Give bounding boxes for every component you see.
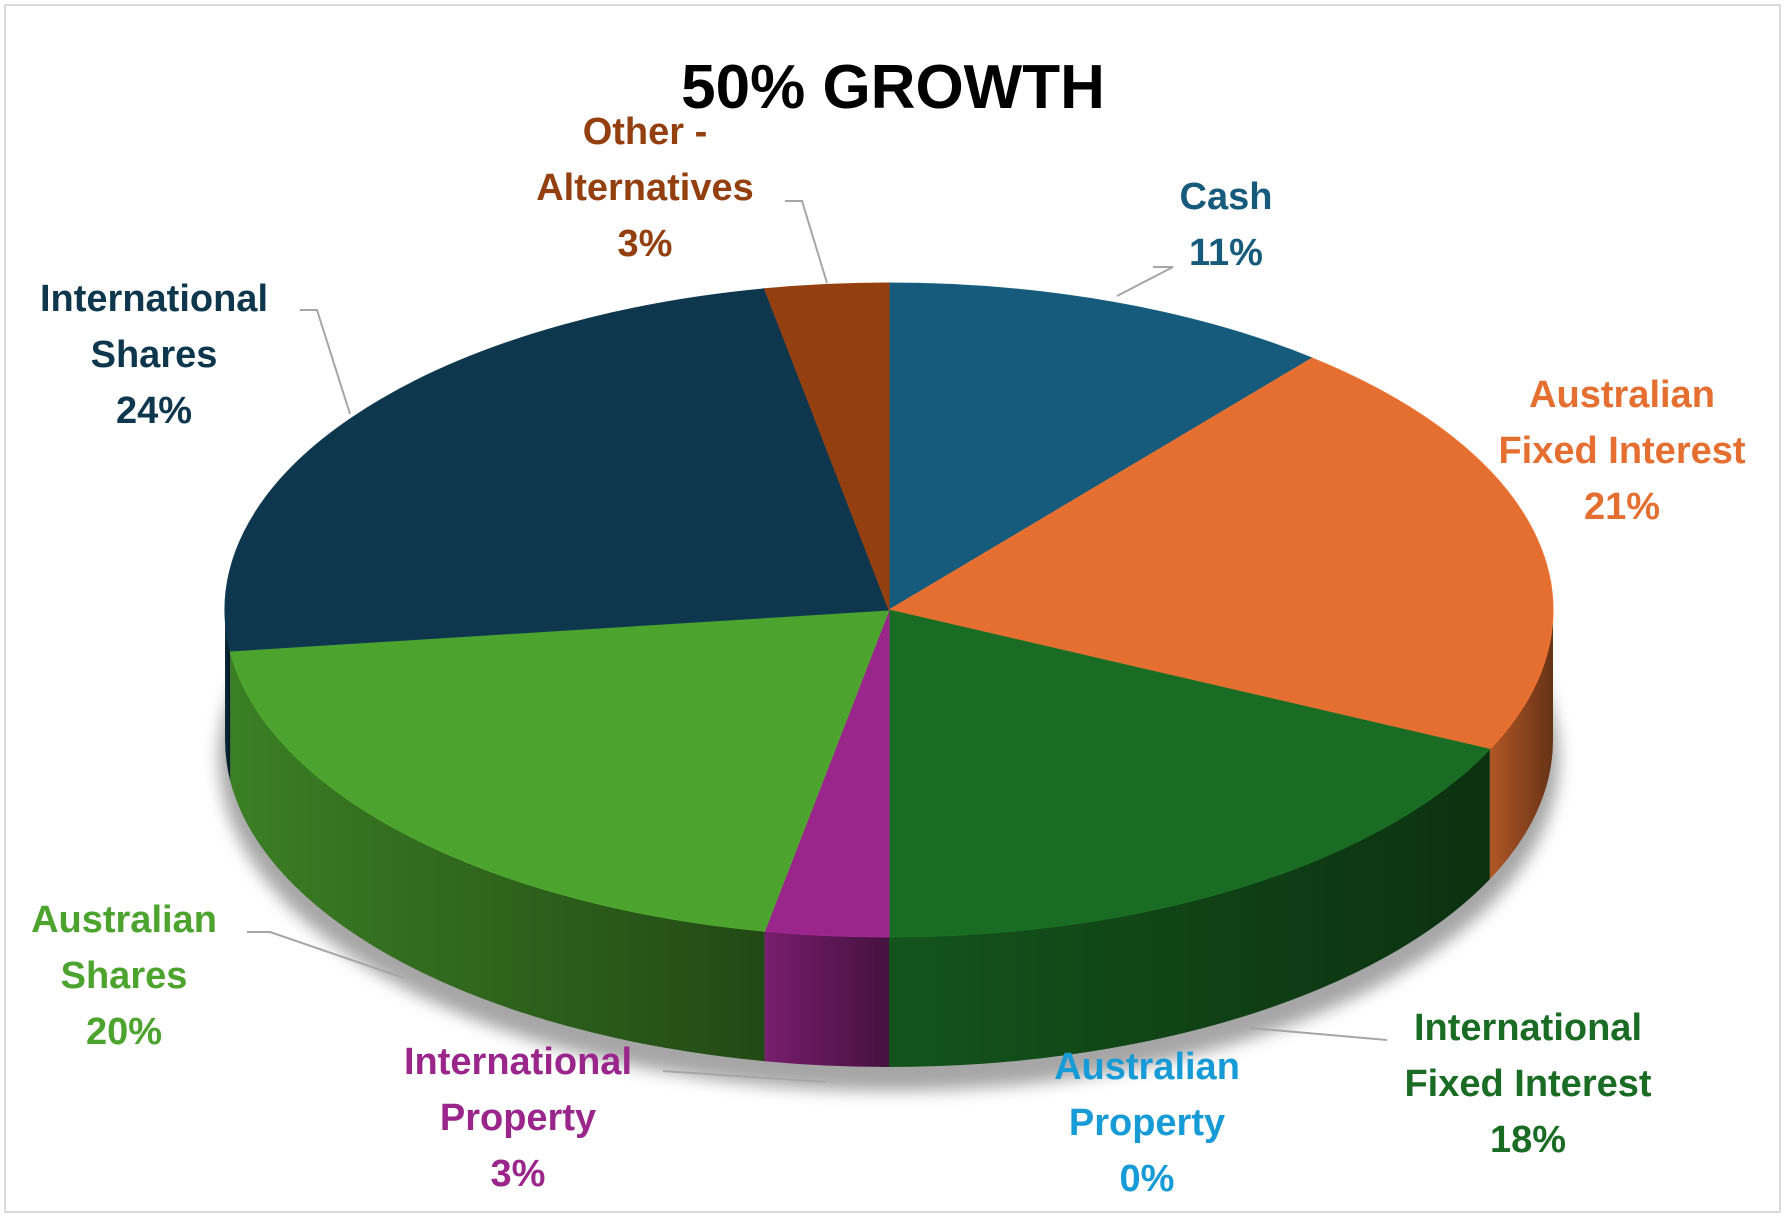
pie-slice-international-shares [224, 288, 890, 652]
data-label-value: 0% [1120, 1158, 1175, 1200]
chart-title: 50% GROWTH [681, 53, 1105, 122]
data-label-name: Shares [91, 334, 218, 376]
data-label-value: 18% [1490, 1119, 1566, 1161]
pie-slice-australian-fixed-interest [887, 357, 1554, 750]
data-label-name: International [1414, 1007, 1642, 1049]
leader-line-international-property [662, 1070, 827, 1083]
data-label-name: Alternatives [536, 167, 754, 209]
data-label-other-alternatives: Other - Alternatives 3% [536, 111, 754, 265]
data-label-australian-property: Australian Property 0% [1054, 1046, 1240, 1200]
data-label-value: 24% [116, 390, 192, 432]
data-label-name: Australian [31, 899, 217, 941]
data-label-international-shares: International Shares 24% [40, 278, 268, 432]
pie-side-australian-fixed-interest [1489, 610, 1553, 880]
data-label-name: Shares [61, 955, 188, 997]
pie-sides [225, 610, 1553, 1068]
data-label-name: Cash [1180, 176, 1273, 218]
data-label-name: Property [1069, 1102, 1225, 1144]
data-label-name: Australian [1054, 1046, 1240, 1088]
data-label-name: International [404, 1041, 632, 1083]
data-label-name: Other - [583, 111, 708, 153]
pie-slice-cash [888, 282, 1314, 611]
pie-side-international-shares [225, 610, 231, 781]
data-label-name: Fixed Interest [1498, 430, 1745, 472]
data-label-value: 20% [86, 1011, 162, 1053]
data-label-name: International [40, 278, 268, 320]
pie-slices [224, 282, 1554, 938]
leader-line-international-fixed-interest [1249, 1027, 1388, 1041]
data-label-name: Property [440, 1097, 596, 1139]
data-labels: Cash 11% Australian Fixed Interest 21% Intern… [31, 111, 1746, 1200]
leader-line-cash [1116, 266, 1174, 297]
data-label-value: 3% [491, 1153, 546, 1195]
pie-slice-international-fixed-interest [888, 609, 1491, 938]
data-label-australian-shares: Australian Shares 20% [31, 899, 217, 1053]
data-label-name: Australian [1529, 374, 1715, 416]
data-label-international-fixed-interest: International Fixed Interest 18% [1404, 1007, 1651, 1161]
data-label-international-property: International Property 3% [404, 1041, 632, 1195]
data-label-cash: Cash 11% [1180, 176, 1273, 274]
pie-side-international-property [764, 931, 889, 1067]
data-label-name: Fixed Interest [1404, 1063, 1651, 1105]
data-label-australian-fixed-interest: Australian Fixed Interest 21% [1498, 374, 1745, 528]
pie-slice-australian-shares [229, 609, 890, 932]
pie-slice-other-alternatives [763, 282, 890, 611]
leader-lines [247, 200, 1388, 1083]
pie-side-australian-shares [230, 650, 765, 1062]
leader-line-australian-shares [247, 931, 405, 979]
leader-line-international-shares [300, 309, 351, 415]
leader-line-other-alternatives [785, 200, 828, 284]
data-label-value: 11% [1189, 232, 1263, 274]
data-label-value: 21% [1584, 486, 1660, 528]
pie-side-international-fixed-interest [889, 749, 1490, 1068]
data-label-value: 3% [618, 223, 673, 265]
